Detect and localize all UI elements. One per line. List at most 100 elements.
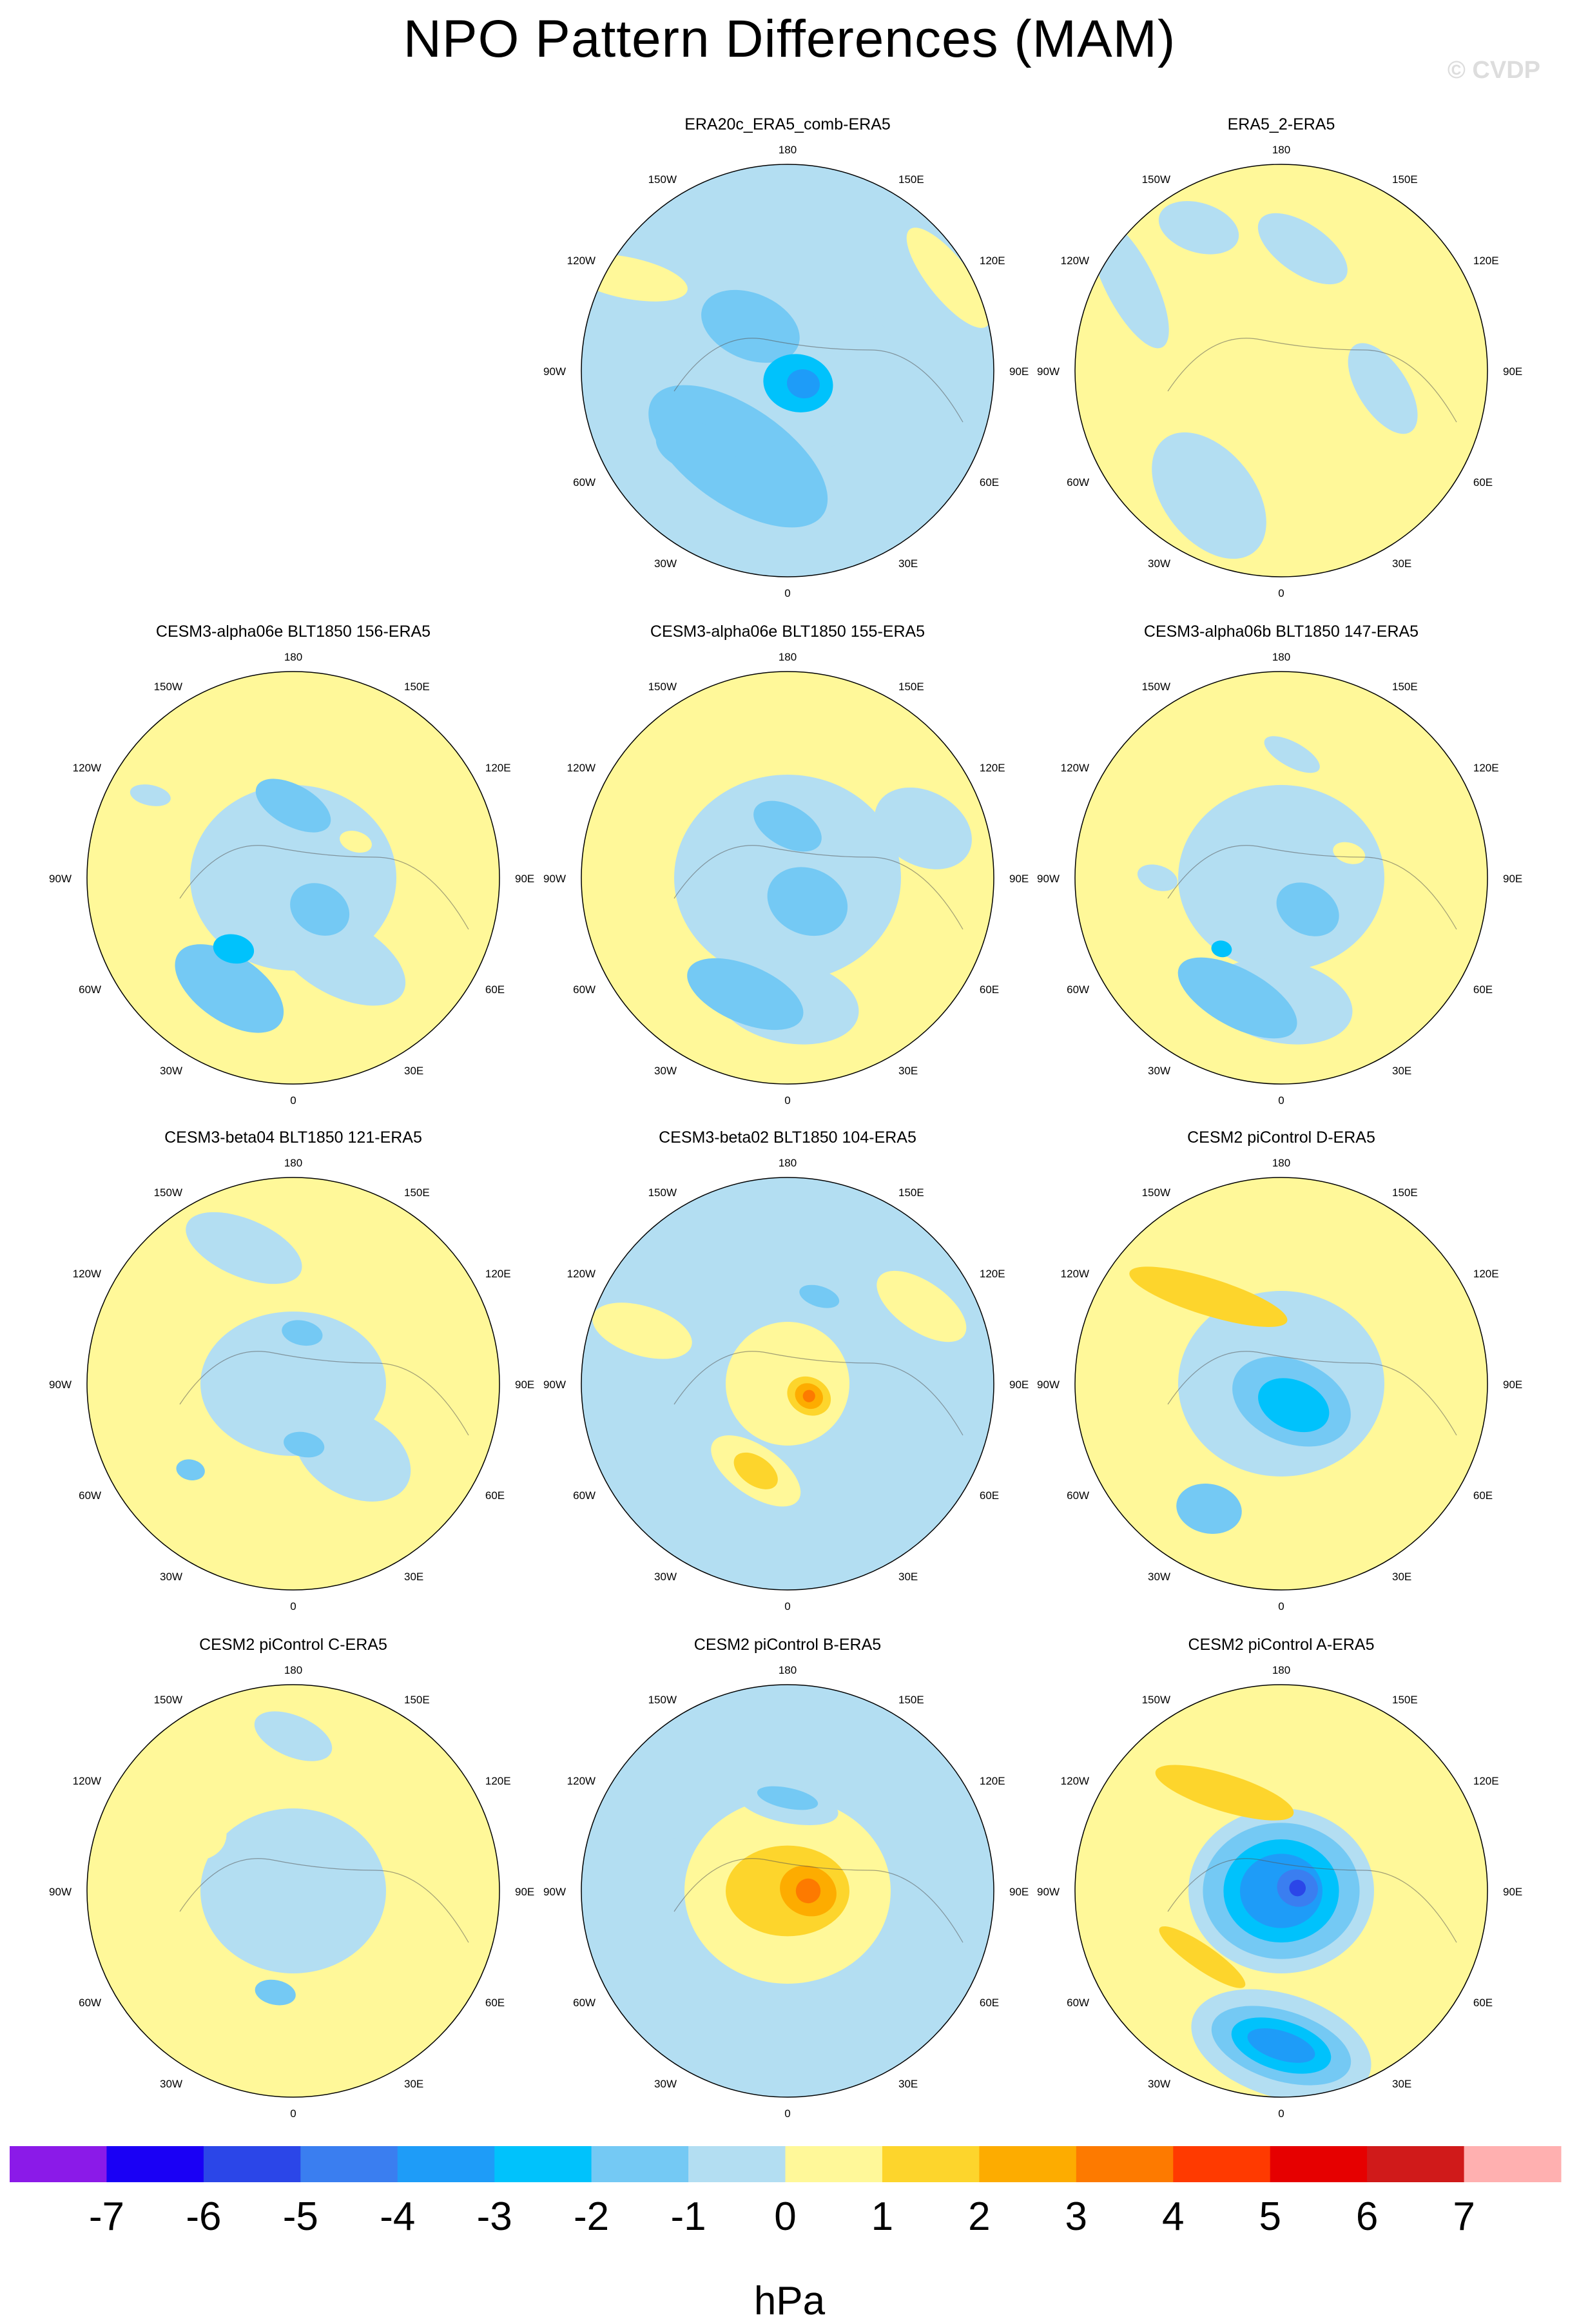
colorbar-tick-label: -2: [574, 2194, 609, 2239]
colorbar-box: [591, 2146, 689, 2182]
map-panel: CESM3-beta02 BLT1850 104-ERA5 180 150E 120E…: [543, 1128, 1029, 1612]
longitude-label: 90W: [543, 1886, 566, 1898]
anomaly-contour: [1257, 213, 1348, 285]
anomaly-contour: [255, 1979, 296, 2006]
longitude-label: 150W: [1142, 173, 1170, 186]
colorbar-box: [10, 2146, 107, 2182]
longitude-label: 30W: [160, 1571, 182, 1583]
panel-title: CESM2 piControl D-ERA5: [1187, 1128, 1375, 1147]
longitude-label: 90E: [1503, 1886, 1522, 1898]
longitude-label: 0: [784, 1094, 790, 1107]
longitude-label: 90W: [1037, 365, 1060, 378]
anomaly-contour: [255, 779, 331, 833]
coastline: [673, 845, 964, 930]
longitude-label: 30W: [654, 2078, 677, 2090]
longitude-label: 30W: [1148, 557, 1170, 570]
longitude-label: 60W: [1067, 476, 1089, 489]
longitude-label: 150W: [648, 1694, 677, 1706]
longitude-label: 120W: [73, 762, 101, 774]
longitude-label: 90W: [543, 365, 566, 378]
longitude-label: 120W: [1061, 1775, 1089, 1787]
anomaly-contour: [875, 787, 972, 869]
map-border: [581, 164, 994, 577]
longitude-label: 150W: [648, 681, 677, 693]
longitude-label: 0: [1278, 2107, 1284, 2120]
longitude-label: 180: [1272, 1157, 1290, 1169]
longitude-label: 30W: [160, 2078, 182, 2090]
longitude-label: 90W: [543, 1379, 566, 1391]
longitude-label: 0: [1278, 587, 1284, 599]
longitude-label: 60E: [980, 476, 999, 489]
longitude-label: 180: [779, 144, 797, 156]
longitude-label: 30E: [404, 2078, 423, 2090]
longitude-label: 150W: [154, 1694, 182, 1706]
anomaly-contour: [1137, 864, 1178, 891]
longitude-label: 30W: [1148, 2078, 1170, 2090]
longitude-label: 150W: [154, 681, 182, 693]
anomaly-contour: [787, 369, 820, 399]
longitude-label: 120W: [73, 1268, 101, 1280]
longitude-label: 150E: [898, 1694, 924, 1706]
anomaly-contour: [213, 934, 255, 964]
colorbar-box: [203, 2146, 301, 2182]
longitude-label: 150E: [1392, 173, 1418, 186]
longitude-label: 150W: [154, 1186, 182, 1199]
longitude-label: 120W: [1061, 1268, 1089, 1280]
longitude-label: 60W: [573, 983, 596, 996]
colorbar-tick-label: 6: [1356, 2194, 1378, 2239]
anomaly-contour: [767, 867, 848, 936]
longitude-label: 120W: [73, 1775, 101, 1787]
longitude-label: 120E: [1473, 762, 1499, 774]
longitude-label: 180: [284, 1157, 302, 1169]
panel-title: CESM2 piControl C-ERA5: [199, 1636, 387, 1654]
anomaly-contour: [733, 1452, 778, 1489]
longitude-label: 150E: [404, 681, 430, 693]
anomaly-contour: [1270, 1757, 1332, 1801]
longitude-label: 180: [779, 1157, 797, 1169]
anomaly-contour: [130, 784, 171, 806]
anomaly-contour: [252, 2044, 334, 2088]
longitude-label: 120E: [980, 1268, 1005, 1280]
longitude-label: 30W: [160, 1065, 182, 1077]
coastline: [673, 1858, 964, 1943]
longitude-label: 90W: [543, 873, 566, 885]
longitude-label: 90W: [1037, 873, 1060, 885]
colorbar-tick-label: -5: [283, 2194, 318, 2239]
colorbar-unit-label: hPa: [753, 2279, 826, 2323]
longitude-label: 30E: [404, 1065, 423, 1077]
longitude-label: 60W: [1067, 983, 1089, 996]
coastline: [179, 845, 469, 930]
anomaly-contour: [753, 800, 822, 852]
map-panel: CESM2 piControl B-ERA5 180 150E 120E 90E 60E 3…: [543, 1636, 1029, 2120]
longitude-label: 60W: [573, 1997, 596, 2009]
longitude-label: 150E: [898, 1186, 924, 1199]
panel-title: CESM3-alpha06b BLT1850 147-ERA5: [1144, 623, 1419, 641]
colorbar-tick-label: -3: [477, 2194, 512, 2239]
longitude-label: 60E: [980, 1997, 999, 2009]
map-border: [1074, 1177, 1488, 1591]
map-panel: ERA5_2-ERA5 180 150E 120E 90E 60E 30E 0 30W 60W 90…: [1037, 115, 1522, 599]
anomaly-contour: [1276, 882, 1339, 936]
map-panel: CESM3-beta04 BLT1850 121-ERA5 180 150E 120E…: [49, 1128, 534, 1612]
longitude-label: 120W: [1061, 762, 1089, 774]
longitude-label: 90E: [515, 873, 534, 885]
anomaly-contour: [254, 1711, 333, 1761]
anomaly-contour: [802, 1390, 815, 1402]
longitude-label: 180: [779, 651, 797, 663]
longitude-label: 0: [1278, 1094, 1284, 1107]
panel-title: ERA5_2-ERA5: [1228, 115, 1335, 133]
longitude-label: 120E: [1473, 255, 1499, 267]
longitude-label: 90E: [1503, 873, 1522, 885]
longitude-label: 120E: [485, 1775, 511, 1787]
coastline: [673, 338, 964, 423]
longitude-label: 150W: [1142, 1694, 1170, 1706]
longitude-label: 90E: [515, 1886, 534, 1898]
longitude-label: 120E: [980, 255, 1005, 267]
anomaly-contour: [200, 1808, 386, 1973]
colorbar-box: [106, 2146, 204, 2182]
longitude-label: 60W: [1067, 1997, 1089, 2009]
anomaly-contour: [295, 1408, 411, 1502]
panel-title: CESM2 piControl A-ERA5: [1188, 1636, 1374, 1654]
longitude-label: 150W: [648, 1186, 677, 1199]
longitude-label: 150E: [1392, 681, 1418, 693]
